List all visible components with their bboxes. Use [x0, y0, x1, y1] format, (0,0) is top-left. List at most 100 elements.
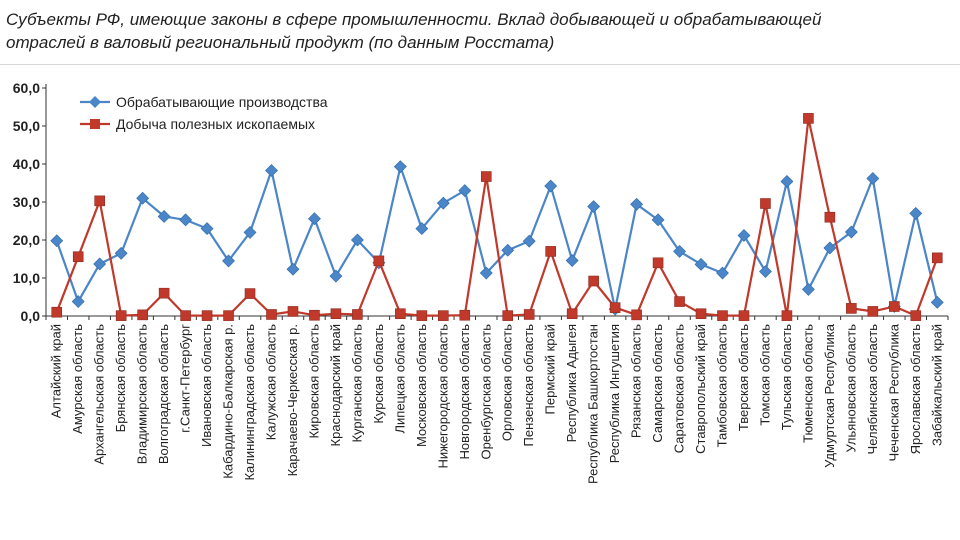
x-tick-label: Республика Ингушетия	[607, 324, 622, 463]
series-2-point	[137, 309, 148, 321]
series-2-point	[373, 255, 385, 267]
x-tick-label: Томская область	[757, 324, 772, 426]
x-tick-label: Алтайский край	[49, 324, 64, 418]
series-2-point	[51, 306, 63, 318]
series-1-point	[565, 254, 579, 267]
series-2-point	[115, 310, 127, 321]
series-2-point	[438, 310, 449, 321]
series-2-point	[94, 195, 105, 207]
x-tick-label: Архангельская область	[92, 324, 107, 465]
series-2-point	[674, 296, 685, 307]
series-1-point	[630, 197, 644, 211]
x-tick-label: Курганская область	[349, 324, 364, 443]
series-1-point	[136, 191, 150, 205]
x-tick-label: Карачаево-Черкесская р.	[285, 324, 300, 476]
y-tick-label: 40,0	[13, 156, 40, 172]
series-1-point	[930, 295, 944, 309]
series-2-point	[502, 310, 514, 321]
title-divider	[0, 64, 960, 65]
x-tick-label: Забайкальский край	[929, 324, 944, 446]
series-2-point	[738, 310, 750, 321]
x-tick-label: Нижегородская область	[435, 324, 450, 469]
series-1-point	[114, 246, 128, 260]
series-1-point	[673, 244, 686, 258]
x-tick-label: Пензенская область	[521, 324, 536, 447]
series-1-point	[844, 225, 858, 239]
series-2-point	[480, 171, 492, 182]
series-2-point	[72, 251, 84, 263]
series-1-point	[780, 175, 794, 188]
series-1-point	[694, 257, 708, 271]
series-2-point	[545, 246, 556, 257]
series-2-point	[309, 309, 320, 321]
series-1-point	[179, 213, 193, 227]
x-tick-label: Ульяновская область	[843, 324, 858, 453]
series-2-point	[910, 310, 922, 321]
series-1-point	[544, 179, 558, 193]
series-1-point	[587, 200, 601, 213]
x-tick-label: Волгоградская область	[156, 324, 171, 464]
series-1-point	[243, 225, 257, 239]
x-tick-label: Рязанская область	[629, 324, 644, 438]
series-2-point	[201, 310, 213, 321]
x-tick-label: Республика Башкортостан	[586, 324, 601, 484]
series-2-point	[180, 310, 191, 321]
x-tick-label: Краснодарский край	[328, 324, 343, 446]
legend-marker-2	[90, 119, 100, 129]
series-1-point	[93, 257, 107, 271]
series-1-point	[801, 282, 815, 296]
x-tick-label: г.Санкт-Петербург	[178, 324, 193, 433]
series-1-point	[350, 233, 364, 247]
series-2-point	[244, 288, 256, 299]
line-chart: 0,0 10,0 20,0 30,0 40,0 50,0 60,0 Алтайский кра…	[13, 80, 949, 484]
x-tick-label: Липецкая область	[392, 324, 407, 434]
series-1-point	[436, 196, 450, 210]
x-tick-label: Курская область	[371, 324, 386, 424]
series-1-point	[393, 160, 407, 174]
series-1-point	[265, 164, 278, 177]
series-2-point	[266, 309, 277, 320]
series-1-point	[823, 241, 837, 255]
series-1-point	[759, 265, 772, 278]
series-2-point	[931, 252, 943, 264]
x-tick-label: Республика Адыгея	[564, 324, 579, 442]
legend-label-1: Обрабатывающие производства	[116, 94, 328, 110]
x-tick-label: Челябинская область	[865, 324, 880, 455]
series-1-point	[308, 212, 321, 226]
series-1-point	[50, 234, 64, 248]
series-2-point	[459, 309, 471, 321]
series-1-point	[479, 266, 493, 280]
series-2-point	[717, 310, 728, 321]
series-2-point	[652, 257, 664, 269]
page-title: Субъекты РФ, имеющие законы в сфере пром…	[6, 8, 954, 54]
x-tick-label: Орловская область	[500, 324, 515, 441]
y-tick-label: 50,0	[13, 118, 40, 134]
series-2-point	[867, 306, 879, 317]
series-2-point	[781, 310, 793, 321]
x-tick-label: Новгородская область	[457, 324, 472, 460]
x-tick-label: Владимирская область	[135, 324, 150, 464]
series-2-point	[695, 308, 707, 320]
series-1-point	[71, 295, 85, 308]
y-tick-label: 20,0	[13, 232, 40, 248]
series-2-point	[846, 303, 857, 314]
series-1-point	[501, 243, 515, 257]
x-tick-label: Калининградская область	[242, 324, 257, 481]
x-tick-label: Ярославская область	[908, 324, 923, 455]
series-2-point	[803, 113, 814, 124]
x-tick-label: Ивановская область	[199, 324, 214, 447]
y-tick-label: 60,0	[13, 80, 40, 96]
series-2-point	[566, 308, 578, 320]
x-tick-label: Саратовская область	[672, 324, 687, 453]
x-tick-label: Самарская область	[650, 324, 665, 443]
series-2-point	[609, 302, 621, 313]
series-1-point	[200, 222, 214, 236]
series-1-point	[458, 184, 472, 198]
series-1-point	[286, 262, 300, 276]
series-1-point	[716, 266, 729, 280]
x-tick-label: Кировская область	[306, 324, 321, 439]
y-tick-label: 10,0	[13, 270, 40, 286]
series-1-point	[866, 172, 880, 185]
series-1-point	[651, 213, 665, 227]
x-tick-label: Удмуртская Республика	[822, 323, 837, 468]
